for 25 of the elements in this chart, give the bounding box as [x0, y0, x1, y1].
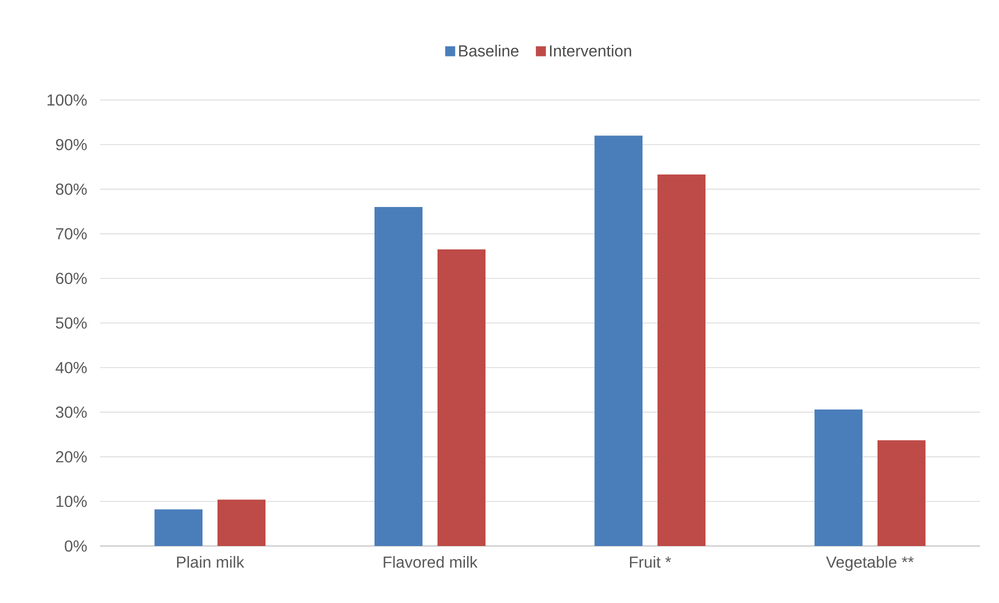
y-tick-label: 60% — [56, 272, 87, 284]
bar — [438, 249, 486, 546]
y-tick-label: 90% — [56, 138, 87, 150]
y-tick-label: 0% — [64, 540, 87, 552]
bar — [594, 136, 643, 546]
bar — [878, 440, 926, 546]
bar — [374, 207, 423, 546]
y-tick-label: 10% — [56, 496, 87, 508]
y-tick-label: 100% — [48, 94, 87, 106]
bar — [154, 509, 203, 546]
x-tick-label: Plain milk — [177, 556, 244, 568]
legend-label: Intervention — [550, 44, 632, 57]
bar — [658, 174, 706, 546]
x-tick-label: Flavored milk — [384, 556, 478, 568]
y-tick-label: 30% — [56, 406, 87, 418]
bar — [814, 410, 863, 546]
y-tick-label: 50% — [56, 317, 87, 329]
y-tick-label: 40% — [56, 362, 87, 374]
y-tick-label: 80% — [56, 184, 87, 195]
y-tick-label: 20% — [56, 451, 87, 462]
x-tick-label: Vegetable ** — [826, 556, 914, 571]
legend-label: Baseline — [459, 44, 518, 57]
y-tick-label: 70% — [56, 228, 87, 240]
x-tick-label: Fruit * — [630, 556, 672, 568]
bar — [217, 500, 266, 546]
